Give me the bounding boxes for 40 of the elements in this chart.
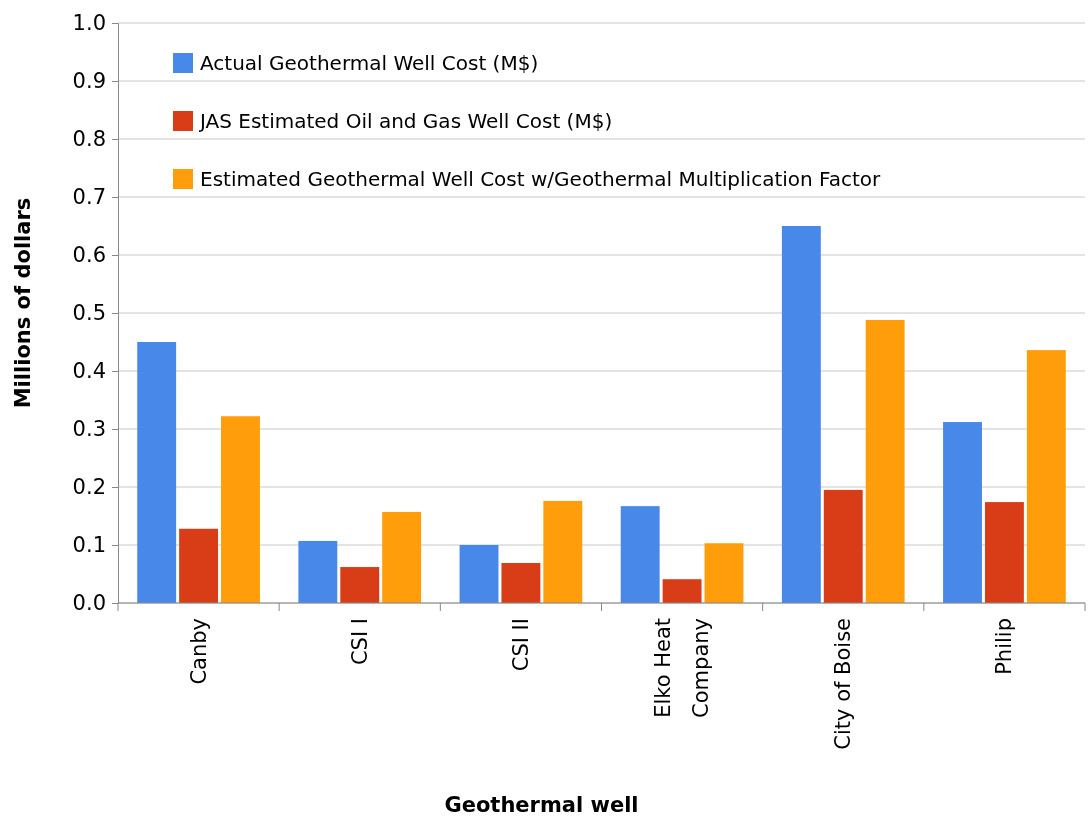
bar [221,416,260,603]
legend-label: Estimated Geothermal Well Cost w/Geothermal Multiplication Factor [200,167,882,191]
bar [781,226,821,603]
bar [704,543,744,603]
bar [865,319,905,603]
y-tick-label: 0.0 [72,591,106,616]
y-tick-label: 0.7 [72,185,106,210]
bar [823,489,863,603]
y-tick-label: 0.9 [72,69,106,94]
y-tick-label: 1.0 [72,11,106,36]
bar [340,567,380,603]
y-tick-label: 0.4 [72,359,106,384]
y-tick-label: 0.2 [72,475,106,500]
y-axis-title: Millions of dollars [11,197,35,409]
x-tick-label: Philip [992,618,1017,675]
bar [137,342,177,603]
bar [1026,350,1066,603]
bar [298,540,338,603]
y-tick-label: 0.1 [72,533,106,558]
bar [179,528,219,603]
x-tick-label: Canby [186,618,211,685]
x-tick-label: CSI I [347,618,372,666]
y-tick-label: 0.3 [72,417,106,442]
y-tick-label: 0.6 [72,243,106,268]
bar [620,506,660,603]
bar [501,562,541,603]
bar [984,502,1024,603]
legend-label: JAS Estimated Oil and Gas Well Cost (M$) [198,109,613,133]
bar [459,545,499,603]
legend-label: Actual Geothermal Well Cost (M$) [200,51,539,75]
y-tick-label: 0.8 [72,127,106,152]
x-tick-label: City of Boise [831,618,856,750]
x-tick-label: CSI II [508,618,533,672]
x-axis-title: Geothermal well [444,793,639,817]
bar [543,500,583,603]
bar [943,422,982,603]
bar [382,511,422,603]
x-tick-label: Elko Heat Company [651,618,714,718]
y-tick-label: 0.5 [72,301,106,326]
bar [662,579,702,603]
